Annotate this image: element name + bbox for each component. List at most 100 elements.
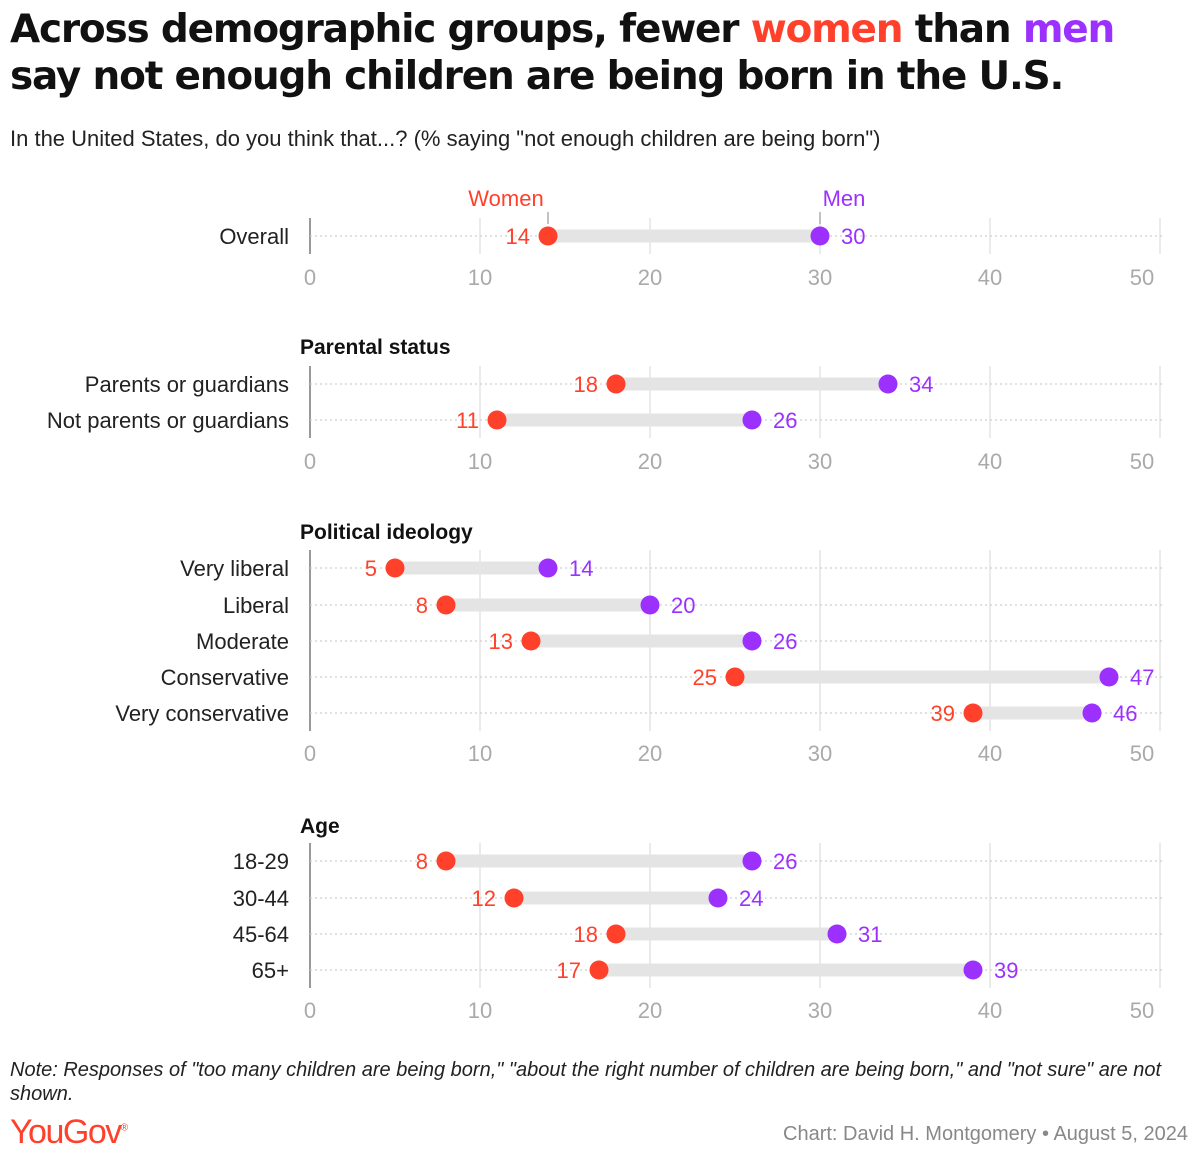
men-dot	[827, 924, 847, 944]
x-tick-label: 20	[638, 998, 662, 1023]
x-tick-label: 50	[1130, 741, 1154, 766]
men-value-label: 24	[739, 886, 763, 911]
women-value-label: 39	[931, 701, 955, 726]
x-tick-label: 40	[978, 998, 1002, 1023]
men-value-label: 30	[841, 224, 865, 249]
row-label: Very conservative	[115, 701, 289, 726]
group-header: Political ideology	[300, 521, 473, 544]
x-tick-label: 40	[978, 265, 1002, 290]
x-tick-label: 30	[808, 998, 832, 1023]
title-men: men	[1022, 7, 1115, 52]
women-value-label: 5	[365, 556, 377, 581]
women-dot	[606, 374, 626, 394]
women-dot	[487, 410, 507, 430]
x-tick-label: 50	[1130, 449, 1154, 474]
men-dot	[640, 595, 660, 615]
women-dot	[504, 888, 524, 908]
x-tick-label: 0	[304, 998, 316, 1023]
men-dot	[742, 410, 762, 430]
men-value-label: 31	[858, 922, 882, 947]
row-label: Conservative	[161, 665, 289, 690]
legend-women: Women	[468, 186, 543, 211]
men-dot	[742, 631, 762, 651]
row-label: Moderate	[196, 629, 289, 654]
x-tick-label: 30	[808, 741, 832, 766]
x-tick-label: 20	[638, 265, 662, 290]
yougov-logo: YouGov®	[10, 1113, 128, 1152]
x-tick-label: 10	[468, 998, 492, 1023]
title-part-1: Across demographic groups, fewer	[10, 7, 751, 52]
chart-title: Across demographic groups, fewer women t…	[10, 6, 1190, 100]
men-dot	[878, 374, 898, 394]
women-dot	[385, 558, 405, 578]
x-tick-label: 10	[468, 449, 492, 474]
title-part-3: say not enough children are being born i…	[10, 54, 1064, 99]
x-tick-label: 30	[808, 265, 832, 290]
x-tick-label: 50	[1130, 265, 1154, 290]
women-value-label: 8	[416, 849, 428, 874]
row-label: Very liberal	[180, 556, 289, 581]
men-value-label: 47	[1130, 665, 1154, 690]
women-value-label: 12	[472, 886, 496, 911]
row-label: 65+	[252, 958, 289, 983]
x-tick-label: 50	[1130, 998, 1154, 1023]
men-value-label: 26	[773, 408, 797, 433]
men-value-label: 46	[1113, 701, 1137, 726]
women-dot	[725, 667, 745, 687]
men-value-label: 39	[994, 958, 1018, 983]
men-dot	[963, 960, 983, 980]
women-value-label: 14	[506, 224, 530, 249]
women-value-label: 17	[557, 958, 581, 983]
women-value-label: 18	[574, 922, 598, 947]
men-dot	[810, 226, 830, 246]
men-dot	[1082, 703, 1102, 723]
x-tick-label: 0	[304, 741, 316, 766]
x-tick-label: 10	[468, 265, 492, 290]
x-tick-label: 10	[468, 741, 492, 766]
row-label: 18-29	[233, 849, 289, 874]
men-value-label: 20	[671, 593, 695, 618]
women-dot	[436, 595, 456, 615]
row-label: Liberal	[223, 593, 289, 618]
x-tick-label: 0	[304, 265, 316, 290]
row-label: Not parents or guardians	[47, 408, 289, 433]
x-tick-label: 30	[808, 449, 832, 474]
row-label: 30-44	[233, 886, 289, 911]
men-value-label: 34	[909, 372, 933, 397]
women-value-label: 8	[416, 593, 428, 618]
group-header: Age	[300, 815, 340, 838]
group-header: Parental status	[300, 336, 451, 359]
women-value-label: 25	[693, 665, 717, 690]
men-value-label: 26	[773, 629, 797, 654]
women-dot	[606, 924, 626, 944]
women-dot	[963, 703, 983, 723]
men-value-label: 14	[569, 556, 593, 581]
women-value-label: 11	[456, 408, 479, 433]
chart-note: Note: Responses of "too many children ar…	[10, 1059, 1162, 1105]
chart-subtitle: In the United States, do you think that.…	[10, 126, 881, 151]
men-dot	[742, 851, 762, 871]
row-label: Parents or guardians	[85, 372, 289, 397]
x-tick-label: 20	[638, 741, 662, 766]
women-dot	[521, 631, 541, 651]
women-dot	[436, 851, 456, 871]
men-value-label: 26	[773, 849, 797, 874]
x-tick-label: 0	[304, 449, 316, 474]
x-tick-label: 20	[638, 449, 662, 474]
registered-mark: ®	[120, 1122, 129, 1134]
men-dot	[1099, 667, 1119, 687]
title-part-2: than	[902, 7, 1023, 52]
row-label: 45-64	[233, 922, 289, 947]
x-tick-label: 40	[978, 741, 1002, 766]
women-dot	[589, 960, 609, 980]
logo-text: YouGov	[10, 1113, 122, 1151]
x-tick-label: 40	[978, 449, 1002, 474]
legend-men: Men	[823, 186, 866, 211]
chart-credit: Chart: David H. Montgomery • August 5, 2…	[783, 1123, 1188, 1145]
women-dot	[538, 226, 558, 246]
men-dot	[538, 558, 558, 578]
women-value-label: 18	[574, 372, 598, 397]
women-value-label: 13	[489, 629, 513, 654]
men-dot	[708, 888, 728, 908]
